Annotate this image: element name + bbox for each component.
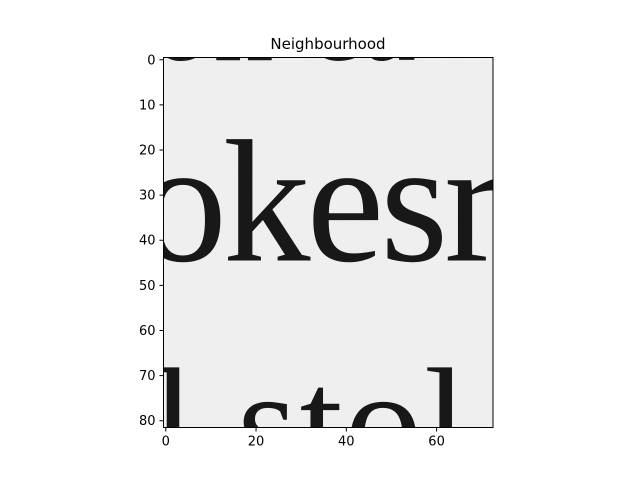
y-tick-label: 70 [139, 369, 156, 384]
y-tick-label: 10 [139, 98, 156, 113]
image-noise [163, 57, 493, 428]
heatmap-image: on ca okesr l stol [140, 0, 502, 480]
x-axis: 0 20 40 60 [162, 427, 445, 450]
x-tick-label: 20 [248, 435, 265, 450]
chart-title: Neighbourhood [270, 35, 385, 53]
y-tick-label: 0 [147, 53, 155, 68]
y-axis: 0 10 20 30 40 50 60 70 80 [139, 53, 164, 429]
y-tick-label: 40 [139, 234, 156, 249]
y-tick-label: 50 [139, 279, 156, 294]
y-tick-label: 80 [139, 414, 156, 429]
axes-frame [163, 57, 494, 428]
y-tick-label: 20 [139, 144, 156, 159]
x-tick-label: 0 [162, 435, 170, 450]
image-text-row: l stol [152, 337, 470, 480]
y-tick-label: 60 [139, 324, 156, 339]
image-text-row: okesr [140, 105, 502, 299]
y-tick-label: 30 [139, 189, 156, 204]
image-text-row: on ca [152, 0, 419, 86]
x-tick-label: 60 [428, 435, 445, 450]
x-tick-label: 40 [338, 435, 355, 450]
